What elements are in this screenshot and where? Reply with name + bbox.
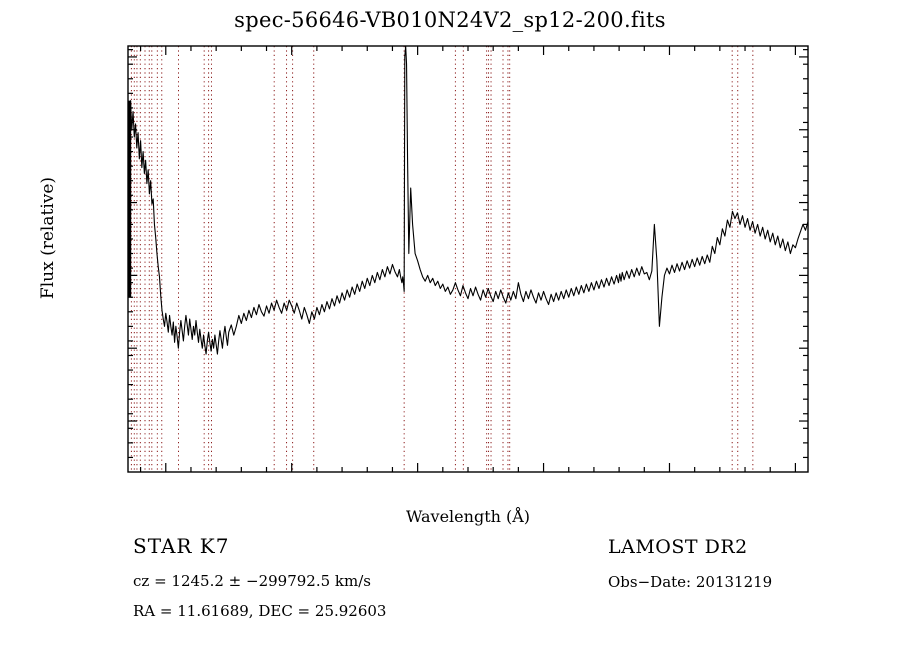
spectrum-trace-group xyxy=(128,46,808,355)
x-axis-label: Wavelength (Å) xyxy=(405,507,531,526)
spectrum-chart xyxy=(127,45,809,473)
axis-ticks xyxy=(128,46,808,472)
object-class: STAR K7 xyxy=(133,534,230,558)
chart-svg xyxy=(127,45,809,473)
page-title: spec-56646-VB010N24V2_sp12-200.fits xyxy=(234,8,666,32)
observation-date: Obs−Date: 20131219 xyxy=(608,573,773,591)
metadata-footer: STAR K7 cz = 1245.2 ± −299792.5 km/s RA … xyxy=(0,528,900,650)
spectrum-trace xyxy=(128,46,808,355)
coordinates: RA = 11.61689, DEC = 25.92603 xyxy=(133,602,387,620)
survey-name: LAMOST DR2 xyxy=(608,536,748,558)
redshift-value: cz = 1245.2 ± −299792.5 km/s xyxy=(133,572,371,590)
line-markers xyxy=(130,46,754,472)
y-axis-label: Flux (relative) xyxy=(38,176,58,300)
blue-edge-noise xyxy=(128,100,132,298)
